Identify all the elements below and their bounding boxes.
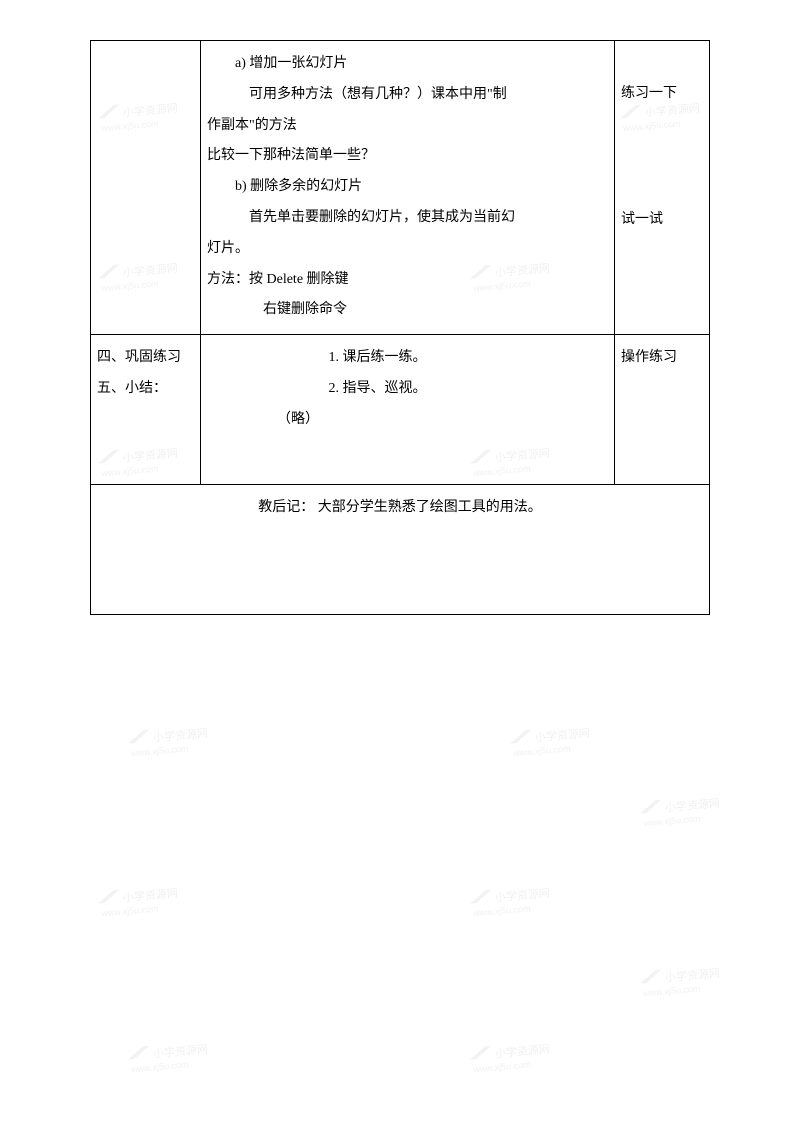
note-text: 操作练习	[621, 343, 703, 374]
table-row: a) 增加一张幻灯片 可用多种方法（想有几种？）课本中用"制 作副本"的方法 比…	[91, 41, 710, 335]
table-row: 四、巩固练习 五、小结： 1. 课后练一练。 2. 指导、巡视。 （略） 操作练…	[91, 335, 710, 484]
content-line: 方法：按 Delete 删除键	[207, 265, 608, 296]
notes-cell: 操作练习	[615, 335, 710, 484]
section-label: 四、巩固练习	[97, 343, 194, 374]
watermark: 小学资源网 www.xj5u.com	[471, 1033, 552, 1076]
note-text: 练习一下	[621, 79, 703, 110]
notes-cell: 练习一下 试一试	[615, 41, 710, 335]
watermark: 小学资源网 www.xj5u.com	[641, 957, 722, 1000]
content-line: 2. 指导、巡视。	[207, 374, 608, 405]
watermark: 小学资源网 www.xj5u.com	[129, 717, 210, 760]
content-line: （略）	[207, 405, 608, 436]
lesson-plan-table: a) 增加一张幻灯片 可用多种方法（想有几种？）课本中用"制 作副本"的方法 比…	[90, 40, 710, 615]
section-label-cell: 四、巩固练习 五、小结：	[91, 335, 201, 484]
content-line: a) 增加一张幻灯片	[207, 49, 608, 80]
content-line: b) 删除多余的幻灯片	[207, 172, 608, 203]
content-line: 1. 课后练一练。	[207, 343, 608, 374]
content-cell: 1. 课后练一练。 2. 指导、巡视。 （略）	[201, 335, 615, 484]
spacer	[97, 405, 194, 465]
content-line: 比较一下那种法简单一些？	[207, 141, 608, 172]
watermark: 小学资源网 www.xj5u.com	[641, 787, 722, 830]
content-line: 作副本"的方法	[207, 111, 608, 142]
content-line: 灯片。	[207, 234, 608, 265]
note-text: 试一试	[621, 205, 703, 236]
spacer	[207, 436, 608, 476]
content-cell: a) 增加一张幻灯片 可用多种方法（想有几种？）课本中用"制 作副本"的方法 比…	[201, 41, 615, 335]
content-line: 首先单击要删除的幻灯片，使其成为当前幻	[207, 203, 608, 234]
watermark: 小学资源网 www.xj5u.com	[129, 1033, 210, 1076]
footer-cell: 教后记： 大部分学生熟悉了绘图工具的用法。	[91, 484, 710, 614]
watermark: 小学资源网 www.xj5u.com	[471, 877, 552, 920]
section-label-cell	[91, 41, 201, 335]
watermark: 小学资源网 www.xj5u.com	[511, 717, 592, 760]
table-row: 教后记： 大部分学生熟悉了绘图工具的用法。	[91, 484, 710, 614]
content-line: 可用多种方法（想有几种？）课本中用"制	[207, 80, 608, 111]
content-line: 右键删除命令	[207, 295, 608, 326]
spacer	[621, 49, 703, 79]
section-label: 五、小结：	[97, 374, 194, 405]
footer-text: 教后记： 大部分学生熟悉了绘图工具的用法。	[258, 500, 542, 515]
watermark: 小学资源网 www.xj5u.com	[99, 877, 180, 920]
spacer	[621, 110, 703, 205]
